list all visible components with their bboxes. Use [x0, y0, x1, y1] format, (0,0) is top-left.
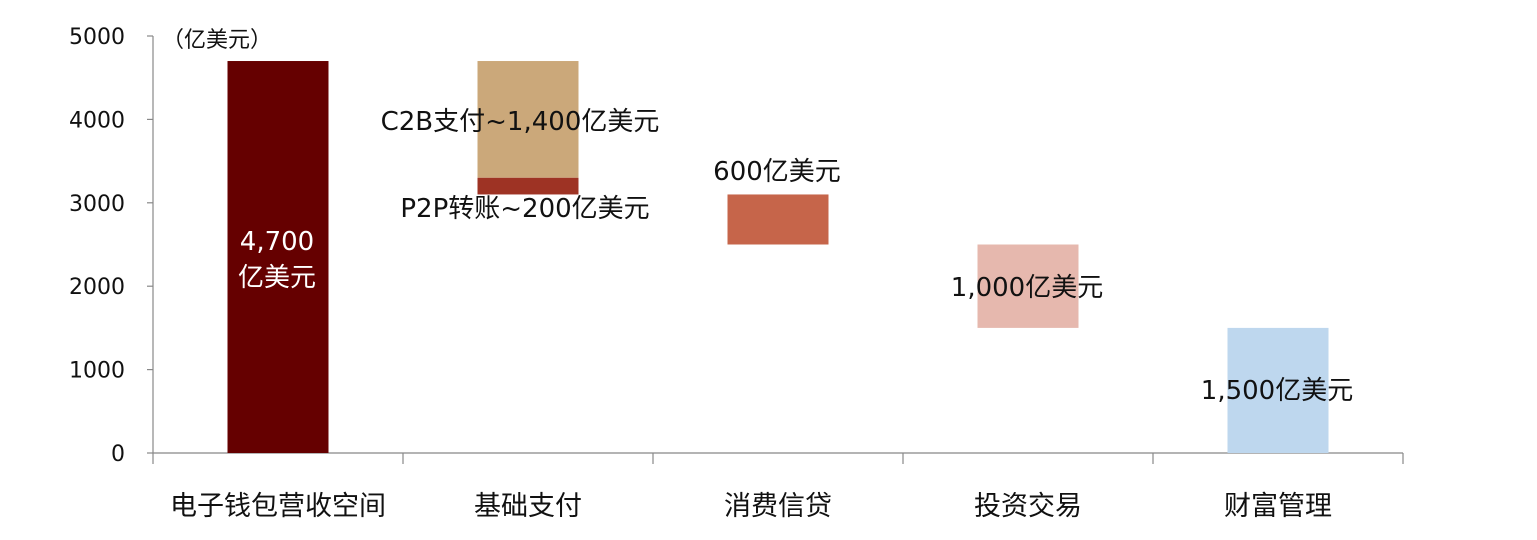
- bar-segment: [477, 61, 579, 178]
- y-tick-label: 2000: [69, 275, 125, 300]
- bar-value-label-line: 1,500亿美元: [1201, 376, 1353, 406]
- unit-label: （亿美元）: [162, 28, 272, 53]
- bar-value-label: P2P转账~200亿美元: [400, 194, 649, 224]
- category-label: 消费信贷: [724, 491, 832, 522]
- bar-value-label-line: 4,700: [240, 227, 314, 257]
- bar-value-label-line: 600亿美元: [713, 157, 841, 187]
- y-tick-label: 5000: [69, 25, 125, 50]
- y-tick-label: 1000: [69, 359, 125, 384]
- bar-segment: [727, 194, 829, 245]
- bar-segment: [1227, 327, 1329, 453]
- y-tick-label: 4000: [69, 108, 125, 133]
- bar-value-label-line: P2P转账~200亿美元: [400, 194, 649, 224]
- y-tick-label: 3000: [69, 192, 125, 217]
- category-label: 电子钱包营收空间: [170, 491, 386, 522]
- category-label: 基础支付: [474, 491, 582, 522]
- axes: [152, 36, 1403, 454]
- category-labels: 电子钱包营收空间 基础支付 消费信贷 投资交易 财富管理: [170, 491, 1332, 522]
- y-ticks: 0 1000 2000 3000 4000 5000: [69, 25, 153, 467]
- bar-value-label: 1,000亿美元: [951, 273, 1103, 303]
- bar-value-label: C2B支付~1,400亿美元: [381, 107, 660, 137]
- bar-segment: [477, 177, 579, 195]
- bar-value-label-line: C2B支付~1,400亿美元: [381, 107, 660, 137]
- bar-value-label: 1,500亿美元: [1201, 376, 1353, 406]
- bar-value-label: 600亿美元: [713, 157, 841, 187]
- category-label: 投资交易: [974, 491, 1082, 522]
- x-ticks: [152, 453, 1404, 464]
- bar-labels: 4,700 亿美元 C2B支付~1,400亿美元 P2P转账~200亿美元 600亿美元…: [238, 107, 1353, 406]
- bars: [227, 61, 1329, 454]
- y-tick-label: 0: [111, 442, 125, 467]
- category-label: 财富管理: [1224, 491, 1332, 522]
- bar-value-label-line: 亿美元: [238, 263, 316, 293]
- bar-segment: [977, 244, 1079, 328]
- bar-value-label: 4,700 亿美元: [238, 227, 316, 293]
- bar-value-label-line: 1,000亿美元: [951, 273, 1103, 303]
- bar-segment: [227, 61, 329, 454]
